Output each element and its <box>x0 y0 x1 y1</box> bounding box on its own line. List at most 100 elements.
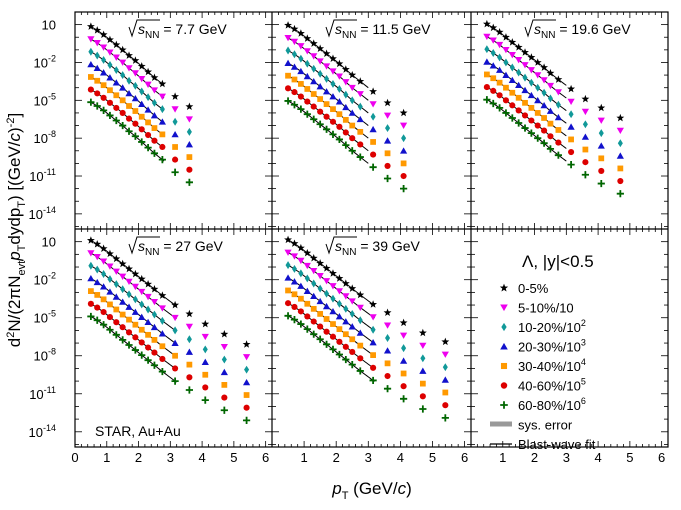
data-point <box>99 283 108 290</box>
data-point <box>93 40 101 47</box>
data-point <box>284 21 292 29</box>
data-point <box>515 57 523 64</box>
data-point <box>540 63 549 71</box>
data-point <box>383 174 392 183</box>
data-point <box>113 66 119 74</box>
data-point <box>495 104 504 112</box>
data-point <box>316 44 325 52</box>
data-point <box>384 150 391 157</box>
y-tick-base: 10 <box>29 207 43 222</box>
y-tick-base: 10 <box>29 169 43 184</box>
data-point <box>383 347 392 354</box>
data-point <box>383 322 392 329</box>
data-point <box>356 77 365 85</box>
y-title-sub: evt <box>16 261 28 276</box>
data-point <box>132 334 139 341</box>
data-point <box>419 342 427 350</box>
x-title-units: (GeV/ <box>348 479 397 498</box>
series-5-10--10 <box>87 36 193 123</box>
y-tick-exponent: -2 <box>48 271 56 281</box>
data-point <box>304 86 311 92</box>
data-point <box>521 124 529 132</box>
x-tick-label: 5 <box>626 450 633 465</box>
data-point <box>113 319 120 326</box>
data-point <box>348 361 356 369</box>
data-point <box>112 54 120 61</box>
data-point <box>113 104 120 111</box>
data-point <box>567 161 575 169</box>
data-point <box>221 355 227 364</box>
data-point <box>138 339 145 346</box>
data-point <box>138 75 146 83</box>
data-point <box>87 275 95 282</box>
data-point <box>483 58 491 65</box>
x-tick-label: 3 <box>365 450 372 465</box>
x-tick-label: 4 <box>198 450 205 465</box>
data-point <box>137 274 146 283</box>
data-point <box>348 298 356 305</box>
data-point <box>482 19 491 28</box>
y-title-part: dydp <box>5 208 24 245</box>
data-point <box>87 86 94 93</box>
data-point <box>88 74 94 80</box>
data-point <box>568 148 575 156</box>
data-point <box>186 361 193 368</box>
energy-label: sNN = 7.7 GeV <box>138 21 227 41</box>
y-tick-label: 10-2 <box>34 271 56 288</box>
y-tick-exponent: -11 <box>44 167 56 177</box>
data-point <box>357 102 363 111</box>
data-point <box>540 101 548 109</box>
data-point <box>145 131 152 139</box>
data-point <box>296 29 305 37</box>
data-point <box>185 116 193 123</box>
data-point <box>220 343 228 351</box>
data-point <box>399 318 408 327</box>
data-point <box>399 108 408 117</box>
data-point <box>107 275 113 284</box>
data-point <box>145 344 152 351</box>
x-tick-label: 5 <box>429 450 436 465</box>
legend-entry-sup: 2 <box>581 318 586 328</box>
data-point <box>317 323 324 330</box>
data-point <box>106 99 114 106</box>
legend-entry-text: 20-30%/10 <box>518 340 581 355</box>
data-point <box>495 66 504 73</box>
x-tick-label: 3 <box>563 450 570 465</box>
data-point <box>119 298 127 305</box>
energy-subscript: NN <box>342 247 356 258</box>
data-point <box>616 113 625 122</box>
data-point <box>171 377 179 385</box>
data-point <box>106 249 114 258</box>
data-point <box>547 94 553 103</box>
data-point <box>484 45 490 54</box>
series-0-5- <box>482 19 625 122</box>
data-point <box>370 325 376 334</box>
y-tick-label: 10-8 <box>34 129 56 146</box>
data-point <box>309 39 318 47</box>
data-point <box>400 160 407 167</box>
data-point <box>369 314 377 321</box>
data-point <box>172 326 178 335</box>
y-tick-base: 10 <box>42 235 56 250</box>
data-point <box>99 30 108 39</box>
x-tick-label: 4 <box>594 450 601 465</box>
data-point <box>490 49 496 57</box>
data-point <box>94 265 100 274</box>
series-60-80--10 <box>284 97 408 193</box>
data-point <box>348 70 357 79</box>
y-title-sub: T <box>16 244 28 251</box>
data-point <box>159 105 165 114</box>
y-tick-label: 10-2 <box>34 53 56 70</box>
data-point <box>94 51 100 60</box>
data-point <box>329 54 337 63</box>
data-point <box>617 165 624 172</box>
data-point <box>150 149 159 157</box>
data-point <box>137 62 146 70</box>
data-point <box>290 38 299 46</box>
data-point <box>317 96 324 102</box>
data-point <box>442 363 448 372</box>
data-point <box>99 44 108 51</box>
energy-subscript: NN <box>342 30 356 41</box>
series-40-60--10 <box>284 300 449 409</box>
data-point <box>88 261 94 270</box>
